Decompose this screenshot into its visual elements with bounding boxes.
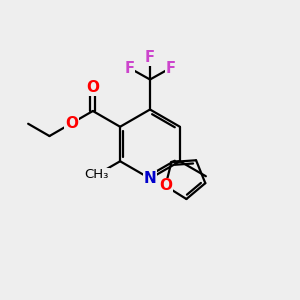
Text: O: O: [159, 178, 172, 194]
Text: O: O: [86, 80, 99, 95]
Text: CH₃: CH₃: [85, 168, 109, 181]
Text: F: F: [124, 61, 135, 76]
Text: F: F: [145, 50, 155, 65]
Text: O: O: [65, 116, 78, 131]
Text: N: N: [144, 171, 156, 186]
Text: F: F: [165, 61, 176, 76]
